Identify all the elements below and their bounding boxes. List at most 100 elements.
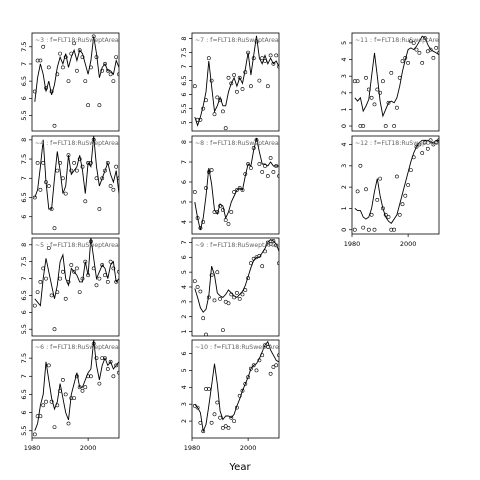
panel-plot-area (32, 238, 119, 332)
panel-8: 2 3 4 5 6 1980 2000 ~10 : f=FLT18:RuSweptArea (180, 339, 280, 452)
y-tick-label: 6 (180, 180, 188, 184)
data-point (83, 79, 88, 84)
data-point (243, 70, 248, 75)
data-point (72, 41, 77, 46)
panel-frame (351, 32, 440, 132)
y-tick-label: 0 (340, 228, 348, 232)
data-point (105, 68, 110, 73)
data-point (361, 124, 366, 128)
panel-title: ~8 : f=FLT18:RuSweptArea (195, 140, 279, 147)
data-point (103, 356, 107, 361)
data-point (423, 140, 427, 145)
data-point (226, 75, 231, 80)
data-point (277, 64, 279, 69)
y-tick-label: 7.5 (20, 353, 28, 363)
data-point (89, 160, 93, 165)
data-point (52, 123, 57, 128)
data-point (240, 388, 245, 393)
y-tick-label: 2 (180, 315, 188, 319)
panel-2: 6 6.5 7 7.5 8 ~4 : f=FLT18:RuSweptArea (20, 135, 120, 235)
data-point (105, 160, 110, 165)
y-tick-label: 8 (20, 243, 28, 247)
data-point (257, 358, 262, 363)
data-point (91, 266, 96, 271)
data-point (46, 363, 51, 368)
data-point (209, 420, 214, 425)
data-point (243, 381, 248, 386)
panel-plot-area (192, 340, 279, 434)
data-point (277, 353, 279, 358)
panel-frame (31, 237, 120, 337)
data-point (406, 183, 411, 187)
data-point (192, 279, 197, 284)
data-point (58, 388, 63, 393)
data-point (389, 227, 394, 232)
data-point (366, 227, 371, 232)
data-point (83, 385, 88, 390)
data-point (111, 79, 116, 84)
data-point (35, 58, 40, 63)
data-point (69, 396, 74, 401)
data-point (268, 371, 273, 376)
data-point (198, 289, 203, 294)
data-point (257, 162, 262, 166)
y-tick-label: 5 (180, 368, 188, 372)
y-tick-label: 5 (340, 41, 348, 45)
data-point (260, 170, 265, 174)
data-point (52, 425, 57, 430)
y-tick-label: 7 (20, 176, 28, 180)
data-point (271, 239, 276, 243)
data-point (75, 68, 79, 73)
data-point (35, 290, 40, 295)
data-point (420, 151, 425, 155)
data-point (55, 168, 60, 173)
data-point (243, 288, 248, 292)
data-point (41, 160, 46, 165)
data-point (55, 290, 60, 295)
data-point (32, 89, 37, 94)
data-point (434, 140, 439, 145)
data-point (254, 255, 259, 260)
data-point (372, 227, 377, 232)
data-point (69, 263, 74, 267)
data-point (198, 420, 203, 425)
y-tick-label: 7 (180, 240, 188, 244)
y-tick-label: 7.5 (20, 42, 28, 52)
panel-title: ~9 : f=FLT18:RuSweptArea (195, 242, 279, 249)
data-point (229, 292, 234, 297)
data-point (117, 269, 119, 274)
y-tick-label: 2 (180, 419, 188, 423)
data-point (408, 168, 413, 173)
panel-1: 5.5 6 6.5 7 7.5 ~3 : f=FLT18:RuSweptArea (20, 32, 120, 132)
data-point (218, 296, 223, 301)
data-point (83, 199, 88, 204)
data-point (268, 241, 273, 246)
data-point (201, 316, 206, 321)
data-point (397, 75, 402, 80)
data-point (274, 53, 279, 58)
data-point (32, 303, 37, 308)
data-point (49, 207, 54, 211)
data-point (394, 174, 399, 179)
data-point (44, 276, 48, 281)
data-point (86, 273, 91, 278)
data-point (271, 61, 276, 66)
data-point (355, 189, 360, 194)
y-tick-label: 7 (20, 276, 28, 280)
data-point (66, 79, 71, 84)
data-point (234, 290, 239, 295)
data-point (237, 75, 242, 80)
data-point (425, 146, 430, 151)
y-tick-label: 6 (20, 411, 28, 415)
data-point (232, 295, 237, 300)
data-point (414, 47, 419, 52)
panel-title: ~4 : f=FLT18:RuSweptArea (35, 140, 119, 147)
data-point (66, 279, 71, 284)
data-point (44, 86, 48, 90)
data-point (403, 56, 408, 60)
data-point (389, 71, 394, 75)
panel-plot-area (352, 35, 439, 128)
data-point (209, 78, 214, 83)
data-point (411, 155, 416, 160)
data-point (240, 188, 245, 192)
